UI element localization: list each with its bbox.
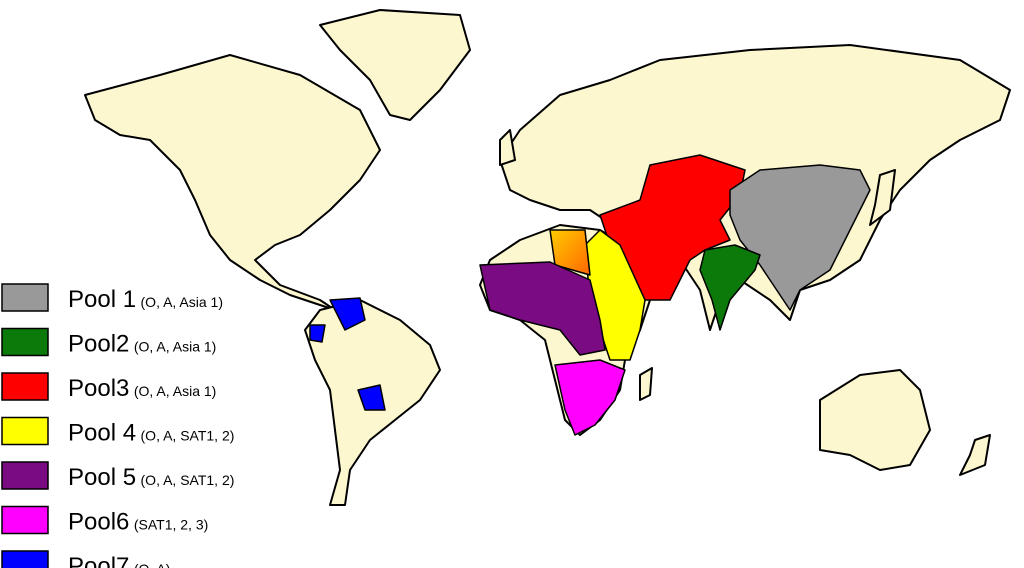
legend-detail: (O, A, Asia 1)	[134, 383, 216, 399]
north-america	[84, 54, 381, 311]
uk	[499, 129, 516, 166]
legend-swatch	[1, 550, 49, 568]
legend-label: Pool7 (O, A)	[68, 553, 170, 568]
pool6-region	[554, 359, 626, 436]
legend-detail: (O, A)	[134, 561, 171, 568]
legend-name: Pool7	[68, 553, 129, 568]
legend: Pool 1 (O, A, Asia 1)Pool2 (O, A, Asia 1…	[1, 283, 234, 568]
legend-label: Pool 5 (O, A, SAT1, 2)	[68, 464, 234, 491]
pool2-region	[699, 244, 761, 331]
legend-label: Pool6 (SAT1, 2, 3)	[68, 509, 208, 536]
legend-detail: (O, A, Asia 1)	[141, 294, 223, 310]
legend-detail: (O, A, SAT1, 2)	[141, 472, 235, 488]
legend-name: Pool 5	[68, 464, 136, 491]
pool-regions	[309, 154, 871, 436]
legend-swatch	[1, 416, 49, 446]
legend-swatch	[1, 372, 49, 401]
legend-name: Pool 4	[68, 420, 136, 447]
australia	[819, 369, 931, 471]
legend-label: Pool 1 (O, A, Asia 1)	[68, 286, 223, 313]
legend-name: Pool3	[68, 375, 129, 402]
greenland	[319, 9, 471, 121]
pool5-region	[479, 261, 606, 356]
legend-detail: (SAT1, 2, 3)	[134, 517, 208, 533]
legend-label: Pool2 (O, A, Asia 1)	[68, 331, 216, 358]
legend-swatch	[1, 461, 49, 490]
legend-swatch	[1, 505, 49, 535]
legend-swatch	[1, 283, 49, 312]
new-zealand	[959, 434, 991, 476]
pool1-region	[729, 164, 871, 311]
pool7-region	[357, 384, 386, 411]
japan	[869, 169, 896, 226]
legend-detail: (O, A, SAT1, 2)	[141, 428, 235, 444]
pool7-region	[329, 297, 366, 331]
legend-name: Pool 1	[68, 286, 136, 313]
legend-swatch	[1, 327, 49, 357]
legend-name: Pool6	[68, 509, 129, 536]
legend-label: Pool 4 (O, A, SAT1, 2)	[68, 420, 234, 447]
north-africa-region	[549, 229, 591, 276]
pool7-region	[309, 324, 326, 343]
madagascar	[639, 367, 653, 401]
legend-label: Pool3 (O, A, Asia 1)	[68, 375, 216, 402]
legend-name: Pool2	[68, 331, 129, 358]
legend-detail: (O, A, Asia 1)	[134, 339, 216, 355]
